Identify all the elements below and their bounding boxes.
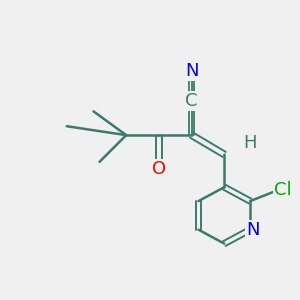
Text: N: N (185, 62, 198, 80)
Text: O: O (152, 160, 166, 178)
Text: H: H (243, 134, 256, 152)
Text: N: N (246, 221, 260, 239)
Text: C: C (185, 92, 198, 110)
Text: Cl: Cl (274, 181, 292, 199)
